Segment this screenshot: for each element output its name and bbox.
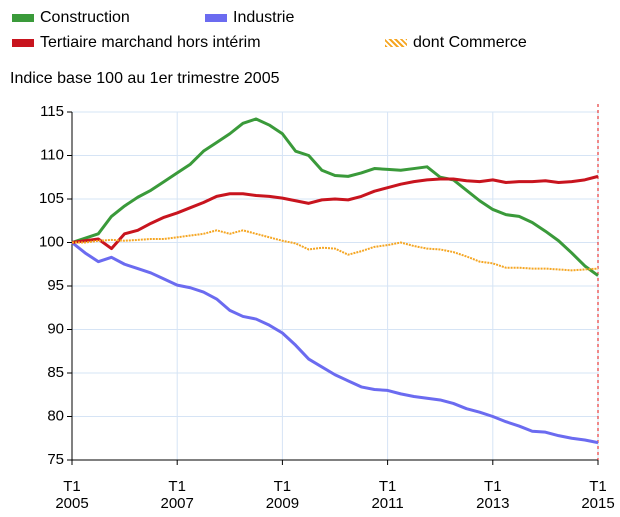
y-tick-label: 115 xyxy=(40,103,64,120)
y-tick-label: 100 xyxy=(39,233,64,250)
subtitle: Indice base 100 au 1er trimestre 2005 xyxy=(10,70,280,87)
line-series xyxy=(71,117,599,277)
legend-swatch xyxy=(385,39,407,47)
x-tick-label: T1 2007 xyxy=(160,478,194,512)
legend-item: Tertiaire marchand hors intérim xyxy=(12,34,261,52)
legend-swatch xyxy=(12,14,34,22)
y-tick-label: 105 xyxy=(39,190,64,207)
legend-item: Construction xyxy=(12,9,130,27)
y-tick-label: 75 xyxy=(47,451,64,468)
y-tick-label: 95 xyxy=(47,277,64,294)
x-tick-label: T1 2009 xyxy=(265,478,300,512)
legend-swatch xyxy=(12,39,34,47)
line-series xyxy=(71,241,599,445)
legend-item: Industrie xyxy=(205,9,294,27)
legend-swatch xyxy=(205,14,227,22)
x-tick-label: T1 2005 xyxy=(55,478,89,512)
line-series xyxy=(72,229,599,272)
x-tick-label: T1 2011 xyxy=(371,478,404,512)
legend-label: Industrie xyxy=(233,9,295,26)
legend-label: dont Commerce xyxy=(413,34,527,51)
y-tick-label: 110 xyxy=(40,146,64,163)
y-tick-label: 90 xyxy=(47,320,64,337)
x-tick-label: T1 2015 xyxy=(581,478,615,512)
line-series xyxy=(71,174,599,251)
y-tick-label: 85 xyxy=(47,364,64,381)
legend-item: dont Commerce xyxy=(385,34,527,52)
x-tick-label: T1 2013 xyxy=(476,478,510,512)
legend-label: Construction xyxy=(40,9,130,26)
legend-label: Tertiaire marchand hors intérim xyxy=(40,34,261,51)
y-tick-label: 80 xyxy=(47,407,64,424)
